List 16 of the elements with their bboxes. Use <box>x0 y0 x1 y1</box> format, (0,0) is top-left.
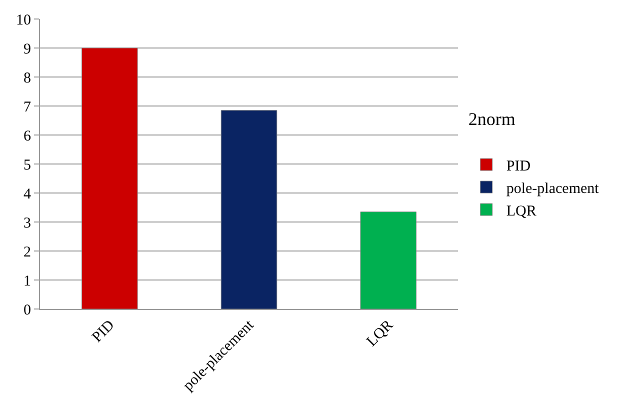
y-tick-label: 3 <box>24 215 31 232</box>
y-tick-label: 1 <box>24 273 31 290</box>
y-tick-label: 8 <box>24 70 31 86</box>
y-tick-label: 10 <box>16 12 31 28</box>
y-tick-label: 4 <box>24 186 32 202</box>
y-tick-label: 6 <box>24 128 32 144</box>
y-tick-label: 0 <box>24 302 31 318</box>
y-tick-label: 2 <box>24 244 31 260</box>
y-tick-label: 7 <box>24 99 32 116</box>
y-tick-label: 9 <box>24 41 31 58</box>
legend-label: pole-placement <box>506 180 600 197</box>
x-tick-label: PID <box>89 317 118 346</box>
legend-label: PID <box>506 158 531 174</box>
legend-title: 2norm <box>468 108 516 129</box>
legend-label: LQR <box>506 203 536 220</box>
y-tick-label: 5 <box>24 157 31 174</box>
